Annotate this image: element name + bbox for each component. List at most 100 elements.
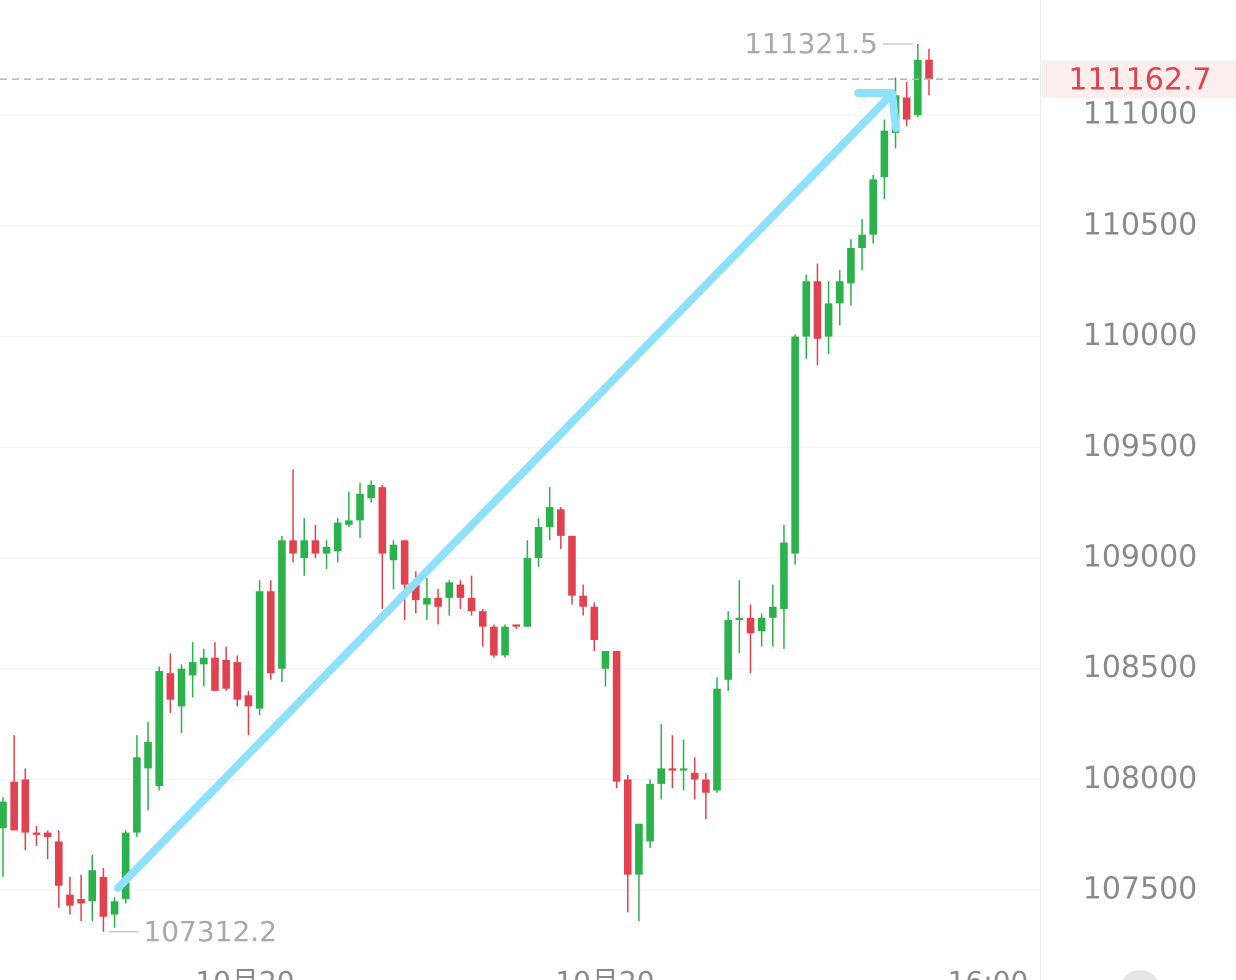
candle-body xyxy=(177,668,186,707)
candle-body xyxy=(311,540,320,554)
candle-body xyxy=(278,540,286,669)
candle-body xyxy=(423,597,431,605)
candle-body xyxy=(200,657,208,665)
candle-body xyxy=(121,832,130,900)
candle-body xyxy=(869,179,878,235)
x-tick-label: 16:00 xyxy=(948,965,1029,980)
candle-body xyxy=(222,659,230,689)
candle-body xyxy=(612,651,621,782)
candle-body xyxy=(133,757,141,833)
candle-body xyxy=(914,59,922,116)
y-tick-label: 110500 xyxy=(1083,207,1198,242)
candle-body xyxy=(623,779,632,875)
candle-body xyxy=(590,606,599,640)
candle-body xyxy=(188,662,197,676)
candle-body xyxy=(445,582,454,598)
candle-body xyxy=(77,899,85,904)
candle-body xyxy=(858,234,866,249)
candle-body xyxy=(10,781,18,831)
candle-body xyxy=(813,281,822,339)
candle-body xyxy=(434,597,442,607)
last-price-label: 111162.7 xyxy=(1068,63,1211,98)
candle-body xyxy=(824,303,833,337)
candle-body xyxy=(333,522,342,552)
candle-body xyxy=(690,772,699,780)
candle-body xyxy=(478,611,487,627)
grid xyxy=(0,114,1040,891)
y-tick-label: 110000 xyxy=(1083,318,1198,353)
trend-arrow xyxy=(114,94,892,892)
high-label: 111321.5 xyxy=(744,27,878,60)
candle-body xyxy=(211,657,219,691)
candle-body xyxy=(110,901,119,915)
y-tick-label: 111000 xyxy=(1083,97,1198,132)
candle-body xyxy=(802,281,811,337)
candle-body xyxy=(300,540,309,559)
candle-body xyxy=(233,662,242,700)
candle-body xyxy=(702,779,710,793)
candle-body xyxy=(646,783,654,842)
candle-body xyxy=(534,527,543,559)
y-tick-label: 109500 xyxy=(1083,429,1198,464)
y-tick-label: 108000 xyxy=(1083,761,1198,796)
x-tick-label: 10月20 xyxy=(195,965,294,980)
candle-body xyxy=(367,484,375,499)
candle-body xyxy=(512,624,521,627)
y-tick-label: 109000 xyxy=(1083,540,1198,575)
candle-body xyxy=(467,597,476,612)
candle-body xyxy=(557,509,565,536)
candle-body xyxy=(490,626,498,656)
candle-body xyxy=(568,535,576,596)
candle-body xyxy=(345,520,353,525)
candle-body xyxy=(579,595,587,607)
candle-body xyxy=(21,779,30,833)
candle-body xyxy=(322,546,331,554)
candle-body xyxy=(746,617,755,634)
candle-body xyxy=(266,591,275,674)
candle-body xyxy=(925,59,933,80)
candle-body xyxy=(847,248,855,284)
candle-body xyxy=(400,540,409,585)
last-price-box xyxy=(1042,60,1236,99)
low-label: 107312.2 xyxy=(143,915,277,948)
scroll-button[interactable] xyxy=(1120,970,1160,980)
candle-body xyxy=(523,558,532,627)
candle-body xyxy=(88,870,97,902)
candles xyxy=(0,43,933,932)
candle-body xyxy=(32,832,41,835)
candle-body xyxy=(166,673,175,700)
candle-body xyxy=(668,768,677,771)
candle-body xyxy=(389,544,398,561)
candle-body xyxy=(635,823,643,875)
x-tick-label: 10月20 xyxy=(555,965,654,980)
candle-body xyxy=(713,688,721,791)
candle-body xyxy=(724,620,732,680)
candle-body xyxy=(456,584,465,598)
candle-body xyxy=(735,617,744,621)
candle-body xyxy=(679,768,688,771)
candle-body xyxy=(289,540,297,554)
candle-body xyxy=(501,626,509,656)
candle-body xyxy=(244,695,253,707)
candle-body xyxy=(155,670,163,787)
candle-body xyxy=(356,493,364,521)
candle-body xyxy=(99,876,108,917)
candle-body xyxy=(902,97,911,120)
y-axis: 107500 108000 108500 109000 109500 110000 1105… xyxy=(0,60,1236,980)
candle-body xyxy=(835,281,844,304)
candle-body xyxy=(411,584,420,601)
trend-arrow-head xyxy=(854,89,900,132)
candle-body xyxy=(54,841,63,886)
candle-body xyxy=(880,130,889,178)
candle-body xyxy=(0,801,7,829)
candle-body xyxy=(255,591,264,709)
y-tick-label: 108500 xyxy=(1083,650,1198,685)
candle-body xyxy=(780,542,788,609)
candle-body xyxy=(144,741,152,769)
overlay: 111321.5 107312.2 xyxy=(108,27,913,948)
candle-body xyxy=(66,894,74,906)
candle-body xyxy=(657,768,666,784)
candle-body xyxy=(43,832,52,838)
